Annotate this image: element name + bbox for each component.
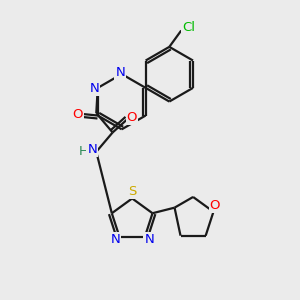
Text: N: N (115, 66, 125, 79)
Text: N: N (110, 233, 120, 246)
Text: N: N (144, 233, 154, 246)
Text: S: S (129, 185, 137, 198)
Text: O: O (210, 199, 220, 212)
Text: Cl: Cl (182, 21, 195, 34)
Text: O: O (72, 107, 83, 121)
Text: O: O (127, 110, 137, 124)
Text: N: N (89, 82, 99, 95)
Text: N: N (88, 143, 97, 156)
Text: H: H (79, 145, 89, 158)
